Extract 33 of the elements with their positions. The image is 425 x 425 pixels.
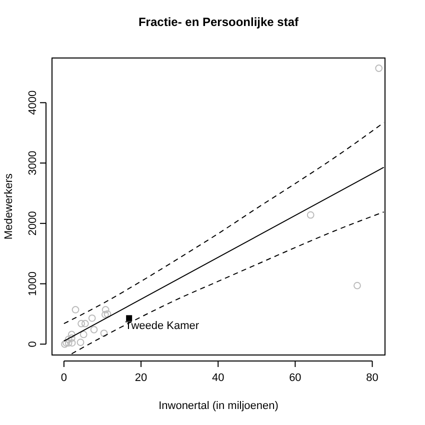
point xyxy=(354,282,361,290)
y-tick-label: 3000 xyxy=(27,150,39,176)
y-tick-label: 4000 xyxy=(27,90,39,115)
y-tick-label: 0 xyxy=(27,341,39,348)
point xyxy=(88,314,96,322)
point xyxy=(90,326,98,334)
point xyxy=(72,306,80,314)
point xyxy=(80,330,88,338)
x-tick-label: 40 xyxy=(212,372,224,384)
point xyxy=(102,306,110,314)
point xyxy=(81,320,89,328)
x-axis-title: Inwonertal (in miljoenen) xyxy=(158,400,278,412)
x-tick-label: 20 xyxy=(134,372,148,384)
point xyxy=(100,330,108,337)
point xyxy=(375,64,383,72)
x-tick-label: 60 xyxy=(289,372,302,384)
x-tick-label: 0 xyxy=(60,372,68,384)
point xyxy=(64,339,72,347)
point xyxy=(68,339,76,347)
point xyxy=(68,334,76,342)
point xyxy=(126,315,132,322)
y-tick-label: 1000 xyxy=(27,272,39,296)
point xyxy=(101,310,109,318)
point xyxy=(68,330,76,338)
chart-title: Fractie- en Persoonlijke staf xyxy=(138,15,300,29)
series-label: Tweede Kamer xyxy=(125,320,200,332)
point xyxy=(76,338,84,346)
x-tick-label: 80 xyxy=(366,372,378,384)
point xyxy=(78,320,85,328)
point xyxy=(306,211,314,219)
y-tick-label: 2000 xyxy=(27,211,39,236)
point xyxy=(104,310,112,318)
y-axis-title: Medewerkers xyxy=(3,172,15,240)
